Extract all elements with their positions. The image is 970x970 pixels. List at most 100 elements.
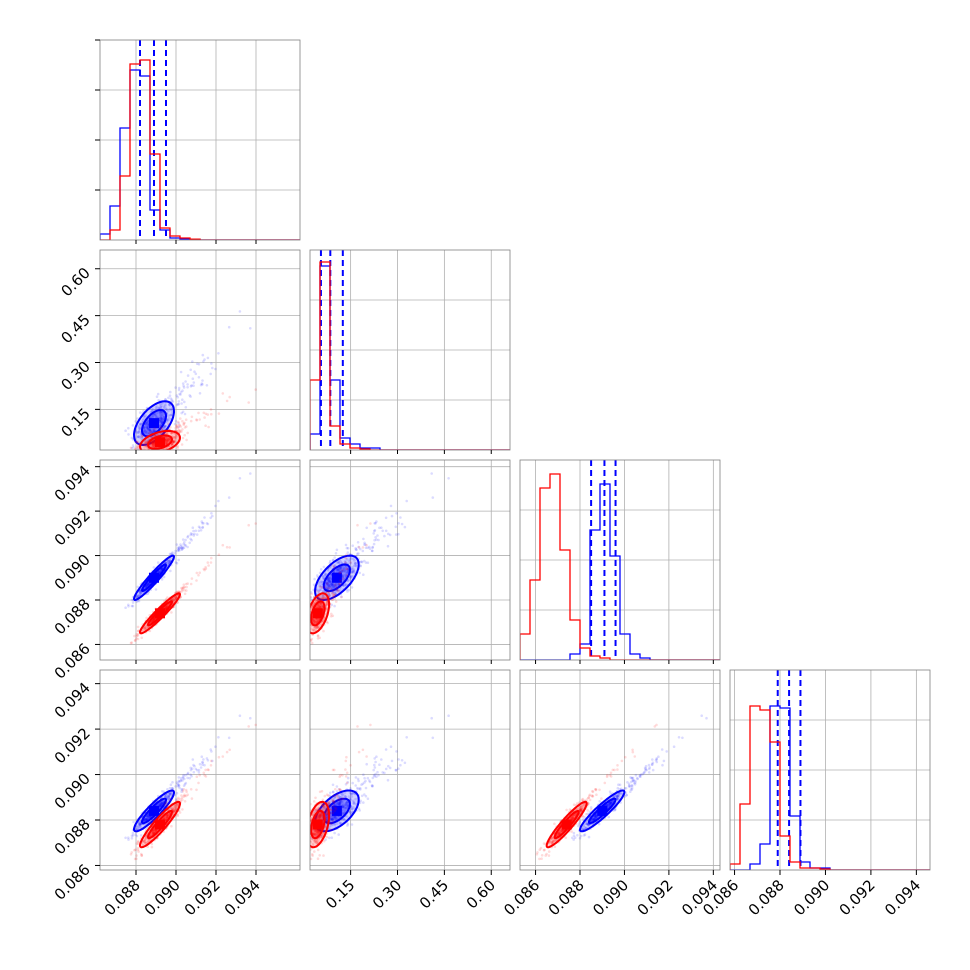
sample-point	[397, 522, 400, 525]
sample-point	[334, 583, 338, 587]
sample-point	[227, 325, 231, 329]
sample-point	[174, 549, 177, 553]
sample-point	[163, 816, 166, 820]
sample-point	[206, 522, 210, 526]
sample-point	[148, 431, 151, 435]
sample-point	[377, 538, 380, 542]
sample-point	[307, 630, 310, 633]
sample-point	[185, 585, 188, 589]
sample-point	[333, 564, 336, 568]
sample-point	[170, 432, 173, 435]
sample-point	[152, 831, 155, 834]
sample-point	[362, 573, 365, 576]
sample-point	[136, 825, 140, 829]
sample-point	[185, 589, 188, 592]
sample-point	[369, 522, 372, 525]
sample-point	[186, 385, 189, 389]
sample-point	[197, 525, 201, 529]
sample-point	[374, 521, 377, 525]
sample-point	[307, 615, 310, 618]
sample-point	[333, 823, 337, 826]
sample-point	[165, 437, 169, 440]
sample-point	[316, 626, 319, 630]
sample-point	[140, 852, 143, 856]
sample-point	[194, 372, 198, 376]
sample-point	[130, 641, 133, 644]
sample-point	[186, 545, 189, 549]
sample-point	[157, 570, 160, 574]
sample-point	[368, 547, 372, 550]
sample-point	[336, 801, 340, 805]
sample-point	[390, 759, 394, 763]
sample-point	[366, 797, 370, 800]
sample-point	[254, 388, 257, 391]
sample-point	[135, 842, 138, 845]
sample-point	[333, 809, 337, 813]
sample-point	[247, 725, 250, 728]
sample-point	[160, 404, 163, 408]
sample-point	[173, 439, 176, 443]
sample-point	[320, 789, 324, 793]
sample-point	[202, 758, 205, 761]
density-peak	[312, 608, 323, 619]
sample-point	[337, 833, 341, 836]
sample-point	[151, 831, 155, 835]
sample-point	[181, 436, 185, 440]
panel-content	[520, 460, 720, 660]
sample-point	[351, 571, 354, 575]
sample-point	[166, 438, 170, 442]
sample-point	[179, 393, 182, 396]
sample-point	[148, 428, 151, 431]
sample-point	[330, 583, 334, 587]
sample-point	[127, 836, 130, 839]
sample-point	[318, 815, 322, 818]
sample-point	[331, 585, 334, 589]
sample-point	[381, 529, 385, 533]
sample-point	[177, 590, 180, 593]
sample-point	[390, 514, 394, 518]
sample-point	[365, 526, 369, 530]
sample-point	[176, 426, 180, 430]
sample-point	[325, 812, 329, 816]
sample-point	[318, 605, 322, 608]
sample-point	[346, 579, 350, 583]
sample-point	[150, 620, 154, 623]
sample-point	[151, 442, 155, 445]
sample-point	[137, 435, 140, 438]
sample-point	[332, 583, 335, 587]
sample-point	[387, 764, 390, 768]
sample-point	[151, 830, 155, 833]
panel-frame	[99, 459, 301, 661]
sample-point	[151, 444, 155, 447]
sample-point	[164, 424, 168, 428]
sample-point	[144, 836, 148, 839]
sample-point	[129, 853, 133, 856]
sample-point	[189, 395, 192, 398]
sample-point	[178, 811, 182, 814]
sample-point	[335, 790, 339, 793]
sample-point	[201, 525, 205, 529]
sample-point	[179, 544, 183, 548]
sample-point	[333, 803, 336, 806]
sample-point	[151, 440, 155, 443]
sample-point	[158, 803, 161, 806]
sample-point	[323, 596, 327, 599]
sample-point	[334, 584, 337, 587]
sample-point	[321, 575, 325, 578]
sample-point	[383, 771, 386, 775]
sample-point	[307, 627, 310, 630]
sample-point	[217, 755, 221, 759]
sample-point	[345, 571, 348, 575]
sample-point	[143, 431, 146, 435]
sample-point	[151, 415, 154, 419]
sample-point	[167, 796, 171, 799]
sample-point	[311, 603, 315, 607]
density-peak	[155, 608, 165, 619]
sample-point	[157, 406, 160, 410]
sample-point	[319, 596, 322, 600]
sample-point	[345, 558, 349, 561]
sample-point	[328, 594, 331, 598]
sample-point	[217, 499, 220, 503]
sample-point	[169, 791, 173, 794]
sample-point	[148, 838, 152, 842]
